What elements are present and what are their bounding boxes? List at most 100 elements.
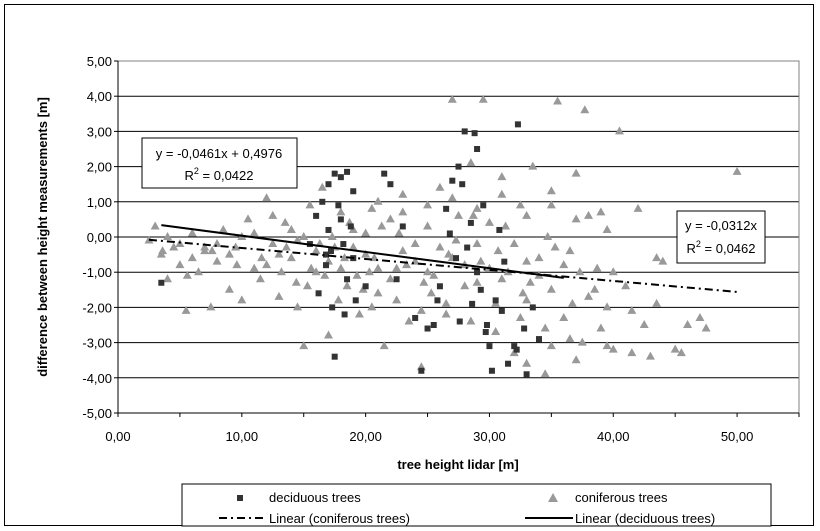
y-tick-label: 3,00: [87, 124, 112, 139]
scatter-chart: 5,00 4,00 3,00 2,00 1,00 0,00 -1,00 -2,00 -3,00 -…: [35, 54, 800, 527]
deciduous-point: [387, 181, 394, 188]
coniferous-point: [299, 341, 309, 350]
deciduous-point: [501, 258, 508, 265]
coniferous-point: [534, 253, 544, 262]
coniferous-point: [546, 284, 556, 293]
coniferous-point: [584, 210, 594, 219]
coniferous-point: [212, 256, 222, 265]
coniferous-point: [614, 126, 624, 135]
coniferous-point: [364, 267, 374, 276]
coniferous-point: [404, 316, 414, 325]
coniferous-point: [237, 295, 247, 304]
coniferous-point: [468, 210, 478, 219]
deciduous-point: [513, 346, 520, 353]
coniferous-point: [592, 263, 602, 272]
coniferous-point: [281, 242, 291, 251]
coniferous-point: [193, 267, 203, 276]
coniferous-point: [187, 253, 197, 262]
coniferous-point: [478, 94, 488, 103]
coniferous-point: [342, 281, 352, 290]
deciduous-point: [344, 276, 351, 283]
coniferous-point: [423, 200, 433, 209]
deciduous-point: [344, 168, 351, 175]
deciduous-point: [434, 297, 441, 304]
coniferous-point: [305, 200, 315, 209]
coniferous-point: [181, 305, 191, 314]
coniferous-point: [280, 217, 290, 226]
deciduous-point: [482, 329, 489, 336]
coniferous-point: [232, 260, 242, 269]
coniferous-point: [262, 193, 272, 202]
coniferous-point: [546, 186, 556, 195]
coniferous-point: [444, 249, 454, 258]
coniferous-point: [317, 182, 327, 191]
x-tick-label: 0,00: [105, 429, 130, 444]
legend-marker-deciduous: [237, 495, 243, 501]
deciduous-point: [412, 314, 419, 321]
coniferous-point: [460, 281, 470, 290]
deciduous-point: [436, 283, 443, 290]
coniferous-point: [441, 298, 451, 307]
coniferous-point: [268, 239, 278, 248]
coniferous-point: [336, 263, 346, 272]
coniferous-point: [187, 228, 197, 237]
coniferous-point: [577, 337, 587, 346]
data-points: [144, 94, 742, 378]
deciduous-point: [453, 255, 460, 262]
deciduous-point: [381, 170, 388, 177]
deciduous-point: [352, 297, 359, 304]
coniferous-point: [392, 263, 402, 272]
coniferous-point: [447, 94, 457, 103]
coniferous-point: [385, 274, 395, 283]
coniferous-point: [608, 344, 618, 353]
coniferous-point: [212, 239, 222, 248]
coniferous-point: [373, 196, 383, 205]
coniferous-point: [373, 263, 383, 272]
coniferous-point: [373, 288, 383, 297]
coniferous-point: [306, 263, 316, 272]
deciduous-point: [335, 202, 342, 209]
coniferous-point: [352, 270, 362, 279]
coniferous-point: [435, 182, 445, 191]
deciduous-point: [477, 286, 484, 293]
deciduous-point: [325, 226, 332, 233]
deciduous-point: [529, 304, 536, 311]
coniferous-point: [158, 246, 168, 255]
deciduous-point: [459, 181, 466, 188]
coniferous-point: [546, 200, 556, 209]
coniferous-point: [525, 277, 535, 286]
coniferous-point: [276, 267, 286, 276]
deciduous-point: [340, 241, 347, 248]
coniferous-point: [695, 312, 705, 321]
coniferous-point: [447, 193, 457, 202]
coniferous-point: [658, 256, 668, 265]
equation-box-deciduous: [141, 137, 298, 189]
deciduous-point: [521, 325, 528, 332]
coniferous-point: [553, 96, 563, 105]
coniferous-point: [354, 309, 364, 318]
y-tick-label: 5,00: [87, 54, 112, 69]
coniferous-point: [311, 246, 321, 255]
coniferous-point: [497, 172, 507, 181]
deciduous-point: [158, 279, 165, 286]
coniferous-point: [580, 105, 590, 114]
y-axis: 5,00 4,00 3,00 2,00 1,00 0,00 -1,00 -2,00 -3,00 -…: [82, 54, 119, 421]
coniferous-point: [596, 207, 606, 216]
coniferous-point: [207, 246, 217, 255]
coniferous-point: [293, 302, 303, 311]
coniferous-point: [497, 274, 507, 283]
coniferous-point: [522, 358, 532, 367]
coniferous-point: [518, 288, 528, 297]
coniferous-point: [497, 189, 507, 198]
coniferous-point: [367, 302, 377, 311]
coniferous-point: [571, 355, 581, 364]
coniferous-point: [676, 348, 686, 357]
coniferous-point: [441, 309, 451, 318]
deciduous-point: [337, 174, 344, 181]
coniferous-point: [515, 200, 525, 209]
coniferous-point: [546, 341, 556, 350]
y-tick-label: -5,00: [82, 406, 112, 421]
deciduous-point: [486, 343, 493, 350]
coniferous-point: [163, 232, 173, 240]
coniferous-point: [571, 168, 581, 177]
